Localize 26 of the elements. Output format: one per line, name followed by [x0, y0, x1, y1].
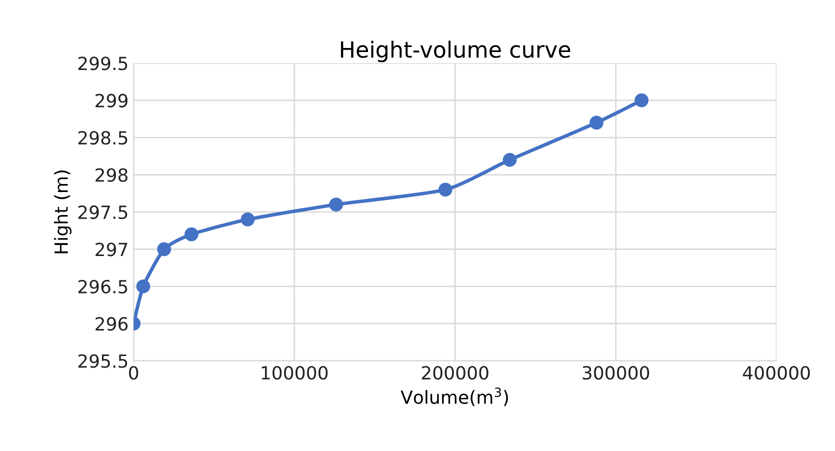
- point: [136, 279, 150, 294]
- x-tick-label: 0: [129, 366, 138, 380]
- chart-title: Height-volume curve: [340, 40, 570, 62]
- point: [502, 152, 517, 167]
- y-axis-title: Hight (m): [54, 170, 72, 254]
- point: [157, 242, 172, 256]
- point: [438, 182, 452, 197]
- point: [184, 227, 198, 242]
- y-tick-label: 295.5: [78, 354, 128, 368]
- x-tick-label: 100000: [262, 366, 328, 380]
- point: [634, 93, 648, 108]
- y-tick-label: 298: [96, 168, 128, 182]
- x-tick-label: 400000: [742, 366, 810, 380]
- y-tick-label: 297: [96, 242, 128, 256]
- x-tick-label: 300000: [582, 366, 650, 380]
- y-tick-label: 296.5: [78, 280, 128, 294]
- point: [590, 116, 604, 130]
- point: [329, 198, 344, 212]
- x-axis-title: Volume(m$^{3}$): [400, 387, 508, 406]
- y-tick-label: 297.5: [78, 205, 128, 220]
- y-tick-label: 299.5: [78, 56, 128, 70]
- y-tick-label: 296: [96, 317, 128, 331]
- y-tick-label: 298.5: [78, 131, 128, 145]
- x-tick-label: 200000: [422, 366, 488, 380]
- y-tick-label: 299: [96, 94, 128, 108]
- point: [240, 212, 255, 226]
